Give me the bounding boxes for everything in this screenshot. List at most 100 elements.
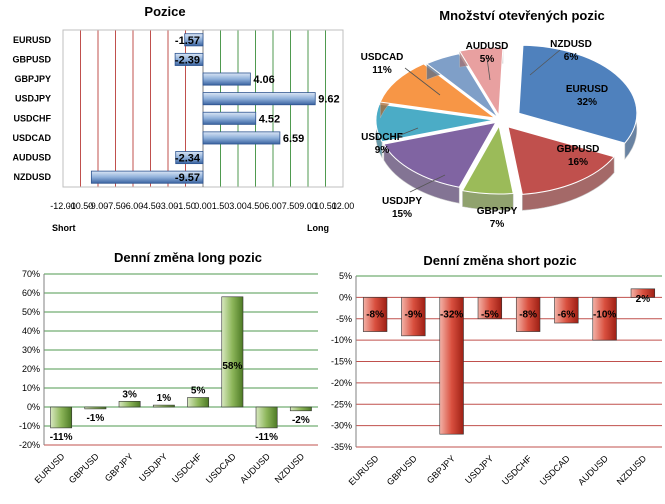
pie-leader-lines [397, 49, 561, 193]
positions-bar-eurusd [184, 33, 204, 47]
positions-bar-usdcad [202, 131, 281, 145]
c3-bar-audusd [255, 406, 278, 429]
pie-slice-name: AUDUSD [466, 41, 509, 52]
c3-y-tick: 70% [22, 269, 40, 279]
c4-value-label: -32% [440, 309, 463, 320]
positions-x-tick: -1.50 [175, 201, 196, 211]
positions-value-label: 4.06 [253, 74, 274, 86]
positions-bars: -1.57 -2.39 4.06 9.62 4.526.59 -2.34 -9.57 [90, 33, 340, 184]
positions-category-label: GBPJPY [14, 74, 51, 84]
c3-value-label: 5% [191, 386, 206, 397]
c4-category-label: USDJPY [463, 453, 495, 485]
c4-y-tick: -5% [336, 314, 352, 324]
positions-x-tick: 6.00 [264, 201, 282, 211]
pie-chart-title: Množství otevřených pozic [439, 8, 604, 23]
positions-x-tick: 0.00 [194, 201, 212, 211]
positions-x-tick: -4.50 [140, 201, 161, 211]
c3-y-tick: 20% [22, 364, 40, 374]
c3-y-tick: 40% [22, 326, 40, 336]
c3-value-label: -2% [292, 415, 310, 426]
positions-value-label: -2.39 [175, 54, 200, 66]
c3-y-tick: 0% [27, 402, 40, 412]
c3-value-label: -1% [86, 413, 104, 424]
c3-bar-gbpjpy [118, 400, 141, 408]
c4-value-label: -6% [557, 309, 575, 320]
short-change-categories: EURUSD GBPUSD GBPJPY USDJPY USDCHF USDCAD AUDU… [347, 453, 649, 487]
c4-bar-usdjpy [477, 297, 503, 320]
long-change-chart: Denní změna long pozic -11%-1%3% 1%5%58%-… [19, 250, 318, 485]
positions-value-label: -1.57 [175, 35, 200, 47]
positions-chart-title: Pozice [144, 4, 185, 19]
positions-x-tick: 9.00 [299, 201, 317, 211]
open-positions-pie: Množství otevřených pozic EURUSD 32% GBPUS… [361, 8, 638, 230]
c4-bar-gbpusd [401, 297, 426, 337]
pie-slice-percent: 5% [480, 54, 495, 65]
pie-labels: EURUSD 32% GBPUSD 16% GBPJPY 7% USDJPY 15% USDCH… [361, 39, 609, 230]
long-change-bars: -11% -1% 3% 1% 5% 58% -11% -2% [50, 296, 312, 443]
pie-slice-name: USDCHF [361, 132, 403, 143]
c4-y-tick: -25% [331, 399, 352, 409]
c4-bar-gbpjpy [439, 297, 464, 435]
short-change-bars: -8% -9% -32% -5% -8% -6% -10% 2% [362, 288, 656, 435]
c3-bar-usdjpy [152, 404, 175, 408]
long-change-categories: EURUSD GBPUSD GBPJPY USDJPY USDCHF USDCAD AUDU… [33, 451, 307, 485]
pie-slice-name: GBPUSD [557, 144, 600, 155]
pie-slice-percent: 9% [375, 145, 390, 156]
pie-slice-eurusd [518, 44, 638, 144]
pie-slice-name: GBPJPY [477, 206, 518, 217]
positions-x-tick: -12.00 [50, 201, 76, 211]
pie-slice-name: NZDUSD [550, 39, 592, 50]
c3-value-label: 58% [222, 361, 242, 372]
pie-leader-line [397, 127, 419, 137]
c3-category-label: NZDUSD [273, 451, 307, 485]
c3-y-tick: -20% [19, 440, 40, 450]
c4-category-label: GBPUSD [385, 453, 419, 487]
c4-value-label: -10% [593, 309, 616, 320]
pie-slice-percent: 6% [564, 52, 579, 63]
c4-y-tick: -30% [331, 421, 352, 431]
positions-category-label: EURUSD [13, 35, 52, 45]
c3-y-tick: -10% [19, 421, 40, 431]
pie-leader-line [404, 67, 441, 96]
positions-x-tick: -3.00 [158, 201, 179, 211]
c3-category-label: GBPUSD [67, 451, 101, 485]
pie-slice-percent: 32% [577, 97, 597, 108]
positions-x-tick: 1.50 [212, 201, 230, 211]
c4-y-tick: 0% [339, 292, 352, 302]
long-change-y-ticks: 70% 60% 50% 40% 30% 20% 10% 0% -10% -20% [19, 269, 40, 450]
c4-bar-usdchf [515, 297, 541, 332]
short-change-title: Denní změna short pozic [423, 253, 576, 268]
c4-value-label: -5% [481, 309, 499, 320]
c4-category-label: USDCAD [538, 453, 572, 487]
c3-value-label: 1% [157, 393, 172, 404]
long-label: Long [307, 223, 329, 233]
c4-category-label: USDCHF [500, 453, 534, 487]
c4-bar-nzdusd [630, 288, 656, 298]
c3-category-label: EURUSD [33, 451, 67, 485]
pie-slice-percent: 15% [392, 209, 412, 220]
positions-category-label: GBPUSD [12, 54, 51, 64]
positions-category-label: USDJPY [15, 94, 51, 104]
c4-y-tick: -35% [331, 442, 352, 452]
pie-slice-gbpusd [507, 126, 616, 195]
positions-x-tick: 10.50 [314, 201, 337, 211]
c4-category-label: GBPJPY [425, 453, 457, 485]
c4-y-tick: 5% [339, 271, 352, 281]
positions-x-tick: -6.00 [123, 201, 144, 211]
c3-bar-usdcad [221, 296, 244, 408]
pie-slice-gbpjpy [461, 124, 514, 195]
pie-slice-percent: 16% [568, 157, 588, 168]
c4-bar-eurusd [362, 297, 388, 332]
positions-x-tick: -10.50 [68, 201, 94, 211]
positions-bar-usdjpy [202, 92, 316, 106]
c4-category-label: EURUSD [347, 453, 381, 487]
c3-bar-usdchf [187, 397, 210, 408]
c3-bar-nzdusd [289, 406, 312, 412]
pie-slice-usdcad [379, 63, 497, 119]
positions-value-label: 6.59 [283, 133, 304, 145]
pie-slice-audusd [425, 53, 499, 119]
c4-category-label: NZDUSD [615, 453, 649, 487]
positions-value-label: 9.62 [318, 94, 339, 106]
c4-bar-audusd [592, 297, 617, 341]
